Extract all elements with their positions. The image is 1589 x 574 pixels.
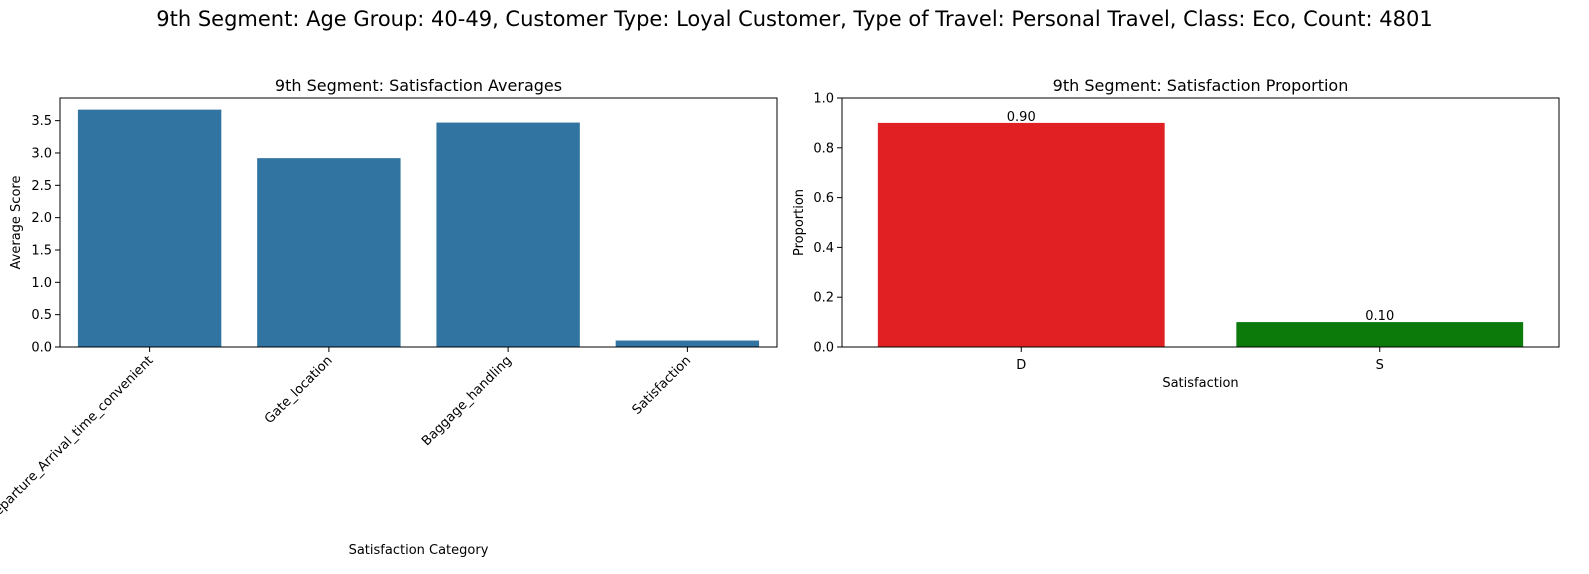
bar-s — [1236, 322, 1524, 347]
x-tick-label: Satisfaction — [630, 353, 695, 418]
bar-d — [877, 122, 1165, 348]
x-tick-label: Gate_location — [262, 353, 336, 427]
y-tick-label: 2.5 — [31, 179, 52, 194]
y-tick-label: 0.6 — [813, 191, 834, 206]
x-tick-label: Departure_Arrival_time_convenient — [0, 353, 156, 526]
axes-title: 9th Segment: Satisfaction Averages — [275, 76, 562, 95]
axes-frame — [841, 97, 1560, 348]
bar-baggage-handling — [436, 122, 580, 347]
y-tick-label: 0.0 — [31, 341, 52, 356]
y-tick-label: 0.2 — [813, 291, 834, 306]
y-tick-label: 3.0 — [31, 146, 52, 161]
x-tick-label: S — [1376, 358, 1384, 373]
axes-title: 9th Segment: Satisfaction Proportion — [1053, 76, 1349, 95]
y-tick-label: 3.5 — [31, 114, 52, 129]
x-axis-label: Satisfaction — [1162, 376, 1238, 391]
bar-satisfaction — [615, 340, 760, 347]
x-tick-label: D — [1016, 358, 1026, 373]
y-tick-label: 0.5 — [31, 308, 52, 323]
figure-suptitle: 9th Segment: Age Group: 40-49, Customer … — [156, 7, 1433, 31]
y-axis-label: Average Score — [9, 176, 24, 270]
data-label: 0.10 — [1365, 309, 1394, 324]
bar-departure-arrival-time-convenient — [77, 109, 222, 347]
right-axes: 0.90 D 0.10 S 0.0 0.2 0.4 0.6 0.8 1.0 9th Segment:… — [792, 76, 1560, 391]
y-tick-label: 1.0 — [31, 276, 52, 291]
axes-frame — [59, 97, 778, 348]
x-axis-label: Satisfaction Category — [349, 543, 489, 558]
y-tick-label: 2.0 — [31, 211, 52, 226]
y-tick-label: 1.5 — [31, 243, 52, 258]
y-axis-label: Proportion — [792, 189, 807, 256]
y-tick-label: 0.0 — [813, 341, 834, 356]
y-tick-label: 1.0 — [813, 92, 834, 107]
bar-gate-location — [257, 158, 401, 347]
y-tick-label: 0.4 — [813, 241, 834, 256]
x-tick-label: Baggage_handling — [419, 353, 515, 449]
data-label: 0.90 — [1007, 110, 1036, 125]
left-axes: Departure_Arrival_time_convenient Gate_lo… — [0, 76, 778, 558]
y-tick-label: 0.8 — [813, 141, 834, 156]
